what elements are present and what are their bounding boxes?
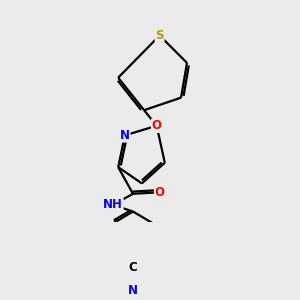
Text: NH: NH — [103, 198, 123, 212]
Text: N: N — [128, 284, 138, 297]
Text: O: O — [154, 186, 165, 199]
Text: C: C — [129, 261, 137, 274]
Text: O: O — [152, 119, 162, 132]
Text: S: S — [155, 29, 164, 42]
Text: N: N — [120, 129, 130, 142]
